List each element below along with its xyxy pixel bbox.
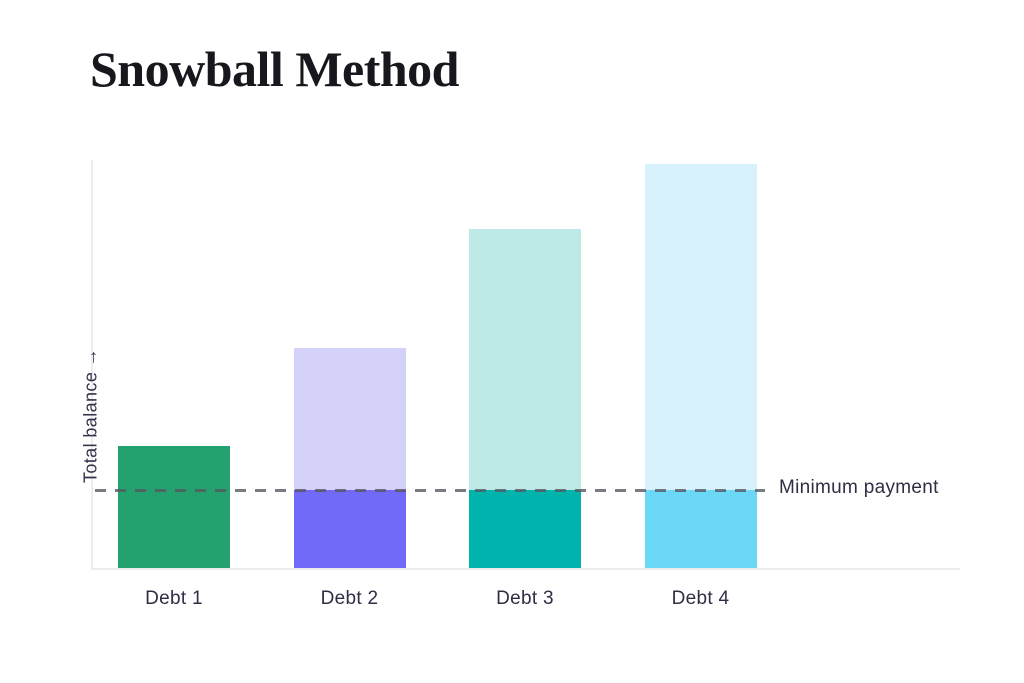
y-axis-line [91, 160, 93, 568]
bar-debt-2 [293, 348, 406, 568]
y-axis-label: Total balance → [80, 347, 101, 484]
page-title: Snowball Method [90, 41, 459, 97]
bar-debt-4 [644, 164, 757, 568]
x-axis-label-debt-1: Debt 1 [145, 588, 203, 609]
bar-segment-remaining-balance [644, 164, 757, 490]
chart-area: Total balance → Minimum payment Debt 1 De… [81, 160, 960, 609]
bar-debt-3 [469, 229, 581, 568]
bar-segment-payment [293, 490, 406, 568]
bar-debt-1 [118, 446, 230, 568]
x-axis-label-debt-3: Debt 3 [496, 588, 554, 609]
bar-segment-remaining-balance [293, 348, 406, 490]
x-axis-line [91, 568, 960, 570]
x-axis-label-debt-2: Debt 2 [320, 588, 379, 609]
x-axis-label-debt-4: Debt 4 [671, 588, 730, 609]
bar-segment-payment [644, 490, 757, 568]
minimum-payment-line [95, 489, 765, 492]
bar-segment-remaining-balance [469, 229, 581, 490]
minimum-payment-label: Minimum payment [779, 477, 939, 498]
bar-segment-payment [469, 490, 581, 568]
bar-segment-payment [118, 446, 230, 568]
